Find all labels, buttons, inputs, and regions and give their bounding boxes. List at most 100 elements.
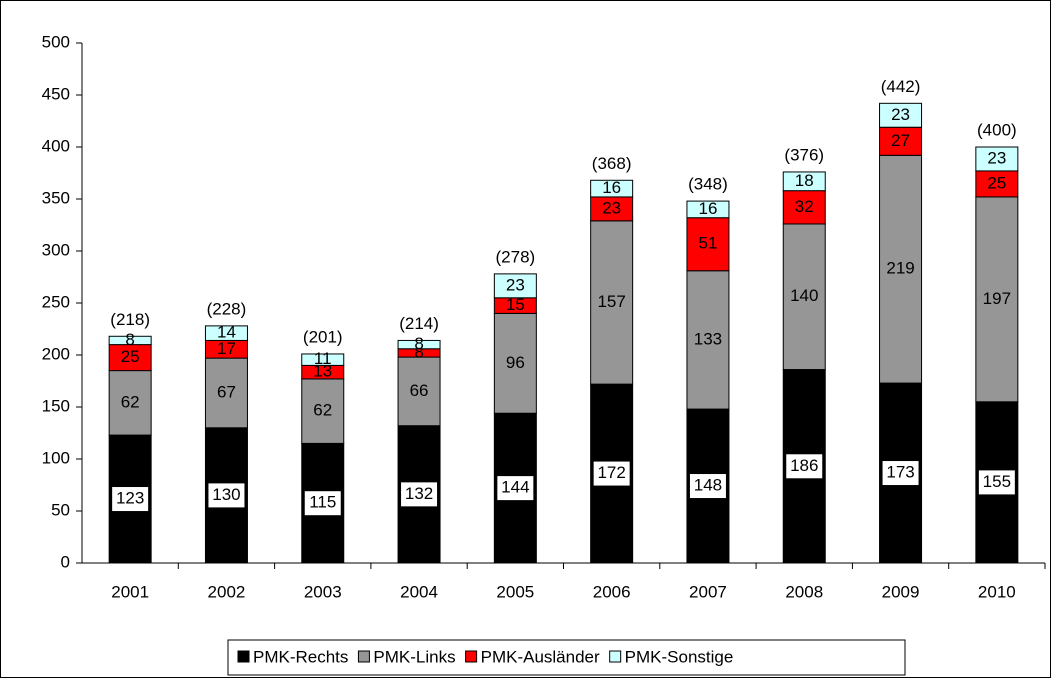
data-label: 140 (790, 286, 818, 305)
bar-segment (782, 190, 826, 225)
data-label: 23 (891, 105, 910, 124)
x-tick-label: 2007 (689, 582, 727, 601)
data-label: 67 (217, 382, 236, 401)
legend-label: PMK-Sonstige (625, 647, 734, 666)
y-tick-label: 350 (42, 188, 70, 207)
data-label: 62 (313, 401, 332, 420)
y-tick-label: 250 (42, 292, 70, 311)
total-label: (278) (496, 247, 536, 266)
data-label-bg (497, 476, 534, 501)
data-label: 8 (125, 330, 134, 349)
bar-segment (879, 102, 923, 128)
bar-segment (493, 273, 537, 299)
data-label: 11 (314, 349, 332, 368)
bar-segment (204, 357, 248, 429)
data-label: 62 (121, 392, 140, 411)
x-tick-label: 2003 (304, 582, 342, 601)
data-label: 115 (309, 493, 336, 512)
bar-segment (686, 200, 730, 219)
data-label: 186 (790, 456, 818, 475)
data-label: 18 (795, 171, 814, 190)
data-label: 197 (983, 289, 1011, 308)
x-tick-label: 2009 (882, 582, 920, 601)
bar-segment (108, 344, 152, 372)
y-tick-label: 50 (51, 500, 70, 519)
bar-segment (782, 223, 826, 371)
data-label: 130 (212, 485, 240, 504)
bar-segment (204, 325, 248, 341)
data-label: 23 (602, 198, 621, 217)
data-label-bg (882, 461, 919, 486)
total-label: (348) (688, 175, 728, 194)
data-label: 96 (506, 353, 525, 372)
data-label: 157 (597, 292, 625, 311)
bar-segment (975, 170, 1019, 198)
data-label: 27 (891, 131, 910, 150)
data-label-bg (978, 470, 1015, 495)
data-label: 16 (602, 178, 621, 197)
data-label: 23 (506, 275, 525, 294)
data-label-bg (401, 482, 438, 507)
data-label: 15 (506, 295, 525, 314)
data-label: 8 (414, 334, 423, 353)
data-label: 219 (886, 259, 914, 278)
data-label: 23 (987, 148, 1006, 167)
legend-swatch (465, 650, 478, 663)
data-label: 133 (694, 329, 722, 348)
bar-segment (590, 220, 634, 385)
total-label: (214) (399, 314, 439, 333)
data-label-bg (304, 491, 341, 516)
y-tick-label: 450 (42, 84, 70, 103)
bar-segment (108, 370, 152, 436)
data-label: 13 (313, 362, 332, 381)
data-label: 25 (987, 173, 1006, 192)
total-label: (218) (110, 310, 150, 329)
x-tick-label: 2006 (593, 582, 631, 601)
total-label: (442) (881, 77, 921, 96)
data-label-bg (112, 487, 149, 512)
legend-label: PMK-Rechts (253, 647, 348, 666)
bar-segment (301, 378, 345, 444)
bar-segment (493, 312, 537, 414)
y-tick-label: 500 (42, 32, 70, 51)
total-label: (376) (784, 145, 824, 164)
data-label: 32 (795, 197, 814, 216)
bar-segment (879, 126, 923, 156)
data-label: 123 (116, 489, 144, 508)
bar-segment (397, 339, 441, 350)
x-tick-label: 2008 (785, 582, 823, 601)
bar-segment (975, 196, 1019, 403)
data-label: 173 (886, 463, 914, 482)
data-label: 172 (597, 463, 625, 482)
data-label: 144 (501, 478, 529, 497)
data-label: 14 (217, 323, 236, 342)
x-tick-label: 2001 (111, 582, 149, 601)
legend-label: PMK-Links (373, 647, 455, 666)
data-label: 8 (414, 342, 423, 361)
x-tick-label: 2002 (208, 582, 246, 601)
y-tick-label: 300 (42, 240, 70, 259)
data-label-bg (593, 461, 630, 486)
x-tick-label: 2010 (978, 582, 1016, 601)
bar-segment (879, 154, 923, 384)
total-label: (228) (207, 299, 247, 318)
data-label-bg (786, 454, 823, 479)
legend-box (227, 639, 906, 676)
legend-swatch (237, 650, 250, 663)
data-label: 66 (410, 381, 429, 400)
x-tick-label: 2005 (496, 582, 534, 601)
x-tick-label: 2004 (400, 582, 438, 601)
bar-segment (686, 270, 730, 410)
data-label: 17 (217, 339, 236, 358)
bar-segment (301, 353, 345, 366)
legend-label: PMK-Ausländer (481, 647, 600, 666)
data-label: 148 (694, 476, 722, 495)
data-label-bg (208, 483, 245, 508)
bar-segment (975, 146, 1019, 172)
data-label: 132 (405, 484, 433, 503)
data-label: 155 (983, 472, 1011, 491)
bar-segment (108, 335, 152, 346)
legend-swatch (357, 650, 370, 663)
y-tick-label: 0 (61, 552, 70, 571)
